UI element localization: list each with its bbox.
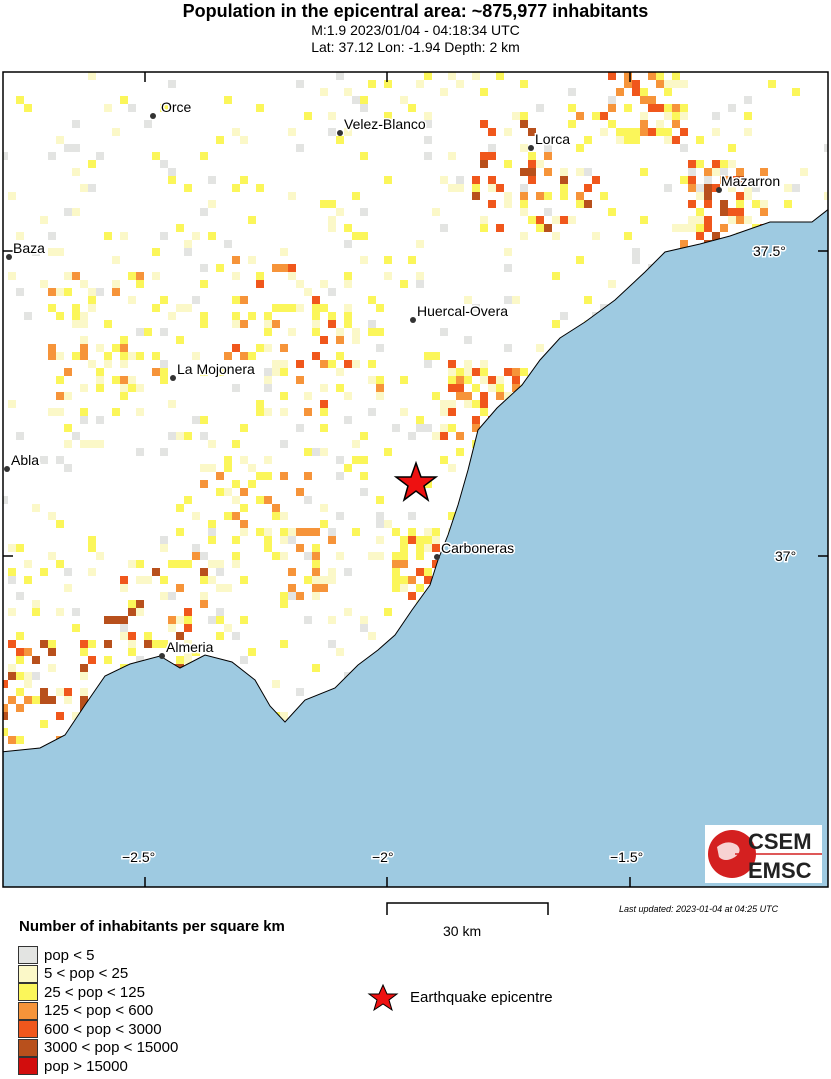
scale-label: 30 km (443, 923, 482, 939)
legend-swatch (18, 1057, 38, 1075)
lon-tick-label: −2° (372, 849, 394, 865)
city-markers: Orce Velez-Blanco Lorca Mazarron Baza Huercal… (4, 98, 782, 659)
city-marker-icon (434, 554, 440, 560)
city-label: Lorca (535, 131, 570, 147)
city-marker-icon (150, 113, 156, 119)
city-label: Mazarron (721, 173, 780, 189)
lon-tick-label: −1.5° (610, 849, 643, 865)
legend-label: 3000 < pop < 15000 (44, 1039, 179, 1056)
city-label: Huercal-Overa (417, 303, 508, 319)
lon-tick-label: −2.5° (122, 849, 155, 865)
legend-item: 600 < pop < 3000 (18, 1020, 162, 1038)
legend-label: pop < 5 (44, 946, 95, 964)
epicentre-star-icon (393, 460, 439, 502)
legend-swatch (18, 1001, 38, 1020)
legend-item: pop < 5 (18, 946, 94, 964)
city-marker-icon (716, 187, 722, 193)
map-title: Population in the epicentral area: ~875,… (182, 1, 649, 21)
city-marker-icon (410, 317, 416, 323)
event-location: Lat: 37.12 Lon: -1.94 Depth: 2 km (311, 39, 520, 55)
legend-title: Number of inhabitants per square km (19, 918, 285, 935)
legend-swatch (18, 946, 38, 964)
map-frame (2, 71, 829, 888)
legend-label: 600 < pop < 3000 (44, 1020, 162, 1038)
city-marker-icon (6, 254, 12, 260)
city-label: Almeria (166, 639, 214, 655)
last-updated: Last updated: 2023-01-04 at 04:25 UTC (619, 904, 779, 914)
legend-swatch (18, 1038, 38, 1057)
legend-swatch (18, 964, 38, 983)
city-label: Velez-Blanco (344, 116, 426, 132)
legend-item: 5 < pop < 25 (18, 964, 129, 983)
city-marker-icon (528, 145, 534, 151)
legend-label: 5 < pop < 25 (44, 965, 129, 982)
logo-text-top: CSEM (748, 829, 812, 854)
city-label: Carboneras (441, 540, 514, 556)
logo-text-bottom: EMSC (748, 858, 812, 883)
city-label: Baza (13, 240, 45, 256)
city-marker-icon (159, 653, 165, 659)
csem-emsc-logo: CSEM EMSC (705, 825, 822, 883)
lat-tick-label: 37.5° (753, 243, 786, 259)
legend-item: 3000 < pop < 15000 (18, 1038, 179, 1057)
sea (3, 208, 828, 887)
legend-label: 25 < pop < 125 (44, 983, 145, 1001)
city-label: Abla (11, 452, 39, 468)
legend-swatch (18, 1020, 38, 1038)
lat-tick-label: 37° (775, 548, 796, 564)
city-marker-icon (170, 375, 176, 381)
legend-label: 125 < pop < 600 (44, 1002, 154, 1019)
event-info: M:1.9 2023/01/04 - 04:18:34 UTC (311, 22, 520, 38)
epicentre-legend-label: Earthquake epicentre (410, 989, 553, 1006)
legend-item: pop > 15000 (18, 1057, 128, 1075)
axis-ticks (3, 72, 828, 887)
legend-star-icon (367, 983, 399, 1012)
city-marker-icon (4, 466, 10, 472)
city-label: Orce (161, 99, 192, 115)
scale-bar (386, 902, 549, 915)
city-label: La Mojonera (177, 361, 255, 377)
legend-item: 25 < pop < 125 (18, 983, 145, 1001)
legend-swatch (18, 983, 38, 1001)
legend-label: pop > 15000 (44, 1057, 128, 1075)
city-marker-icon (337, 130, 343, 136)
legend-item: 125 < pop < 600 (18, 1001, 154, 1020)
